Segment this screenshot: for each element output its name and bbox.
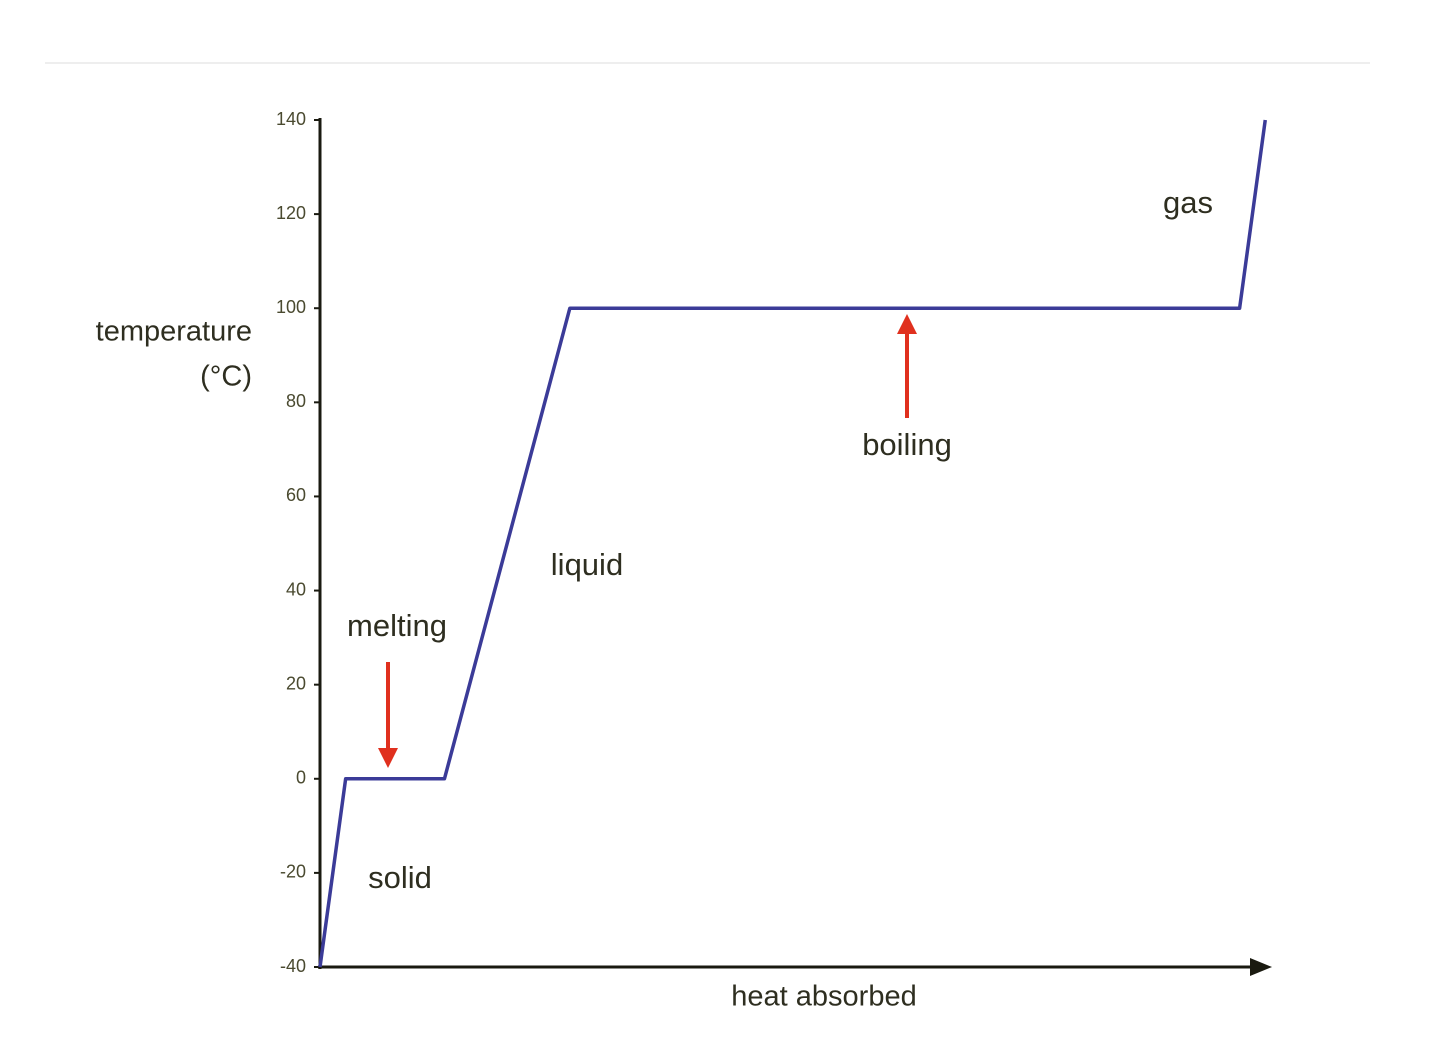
y-tick-label: 20 [286, 673, 306, 693]
annotation: liquid [551, 547, 623, 582]
y-tick-label: -40 [280, 956, 306, 976]
y-tick-label: -20 [280, 862, 306, 882]
x-axis-arrow [1250, 958, 1272, 976]
annotation: solid [368, 860, 432, 895]
melting-arrowhead [378, 748, 398, 768]
boiling-arrowhead [897, 314, 917, 334]
annotation: gas [1163, 185, 1213, 220]
y-axis-label: (°C) [200, 361, 252, 393]
y-axis-label: temperature [96, 316, 252, 348]
annotation: melting [347, 608, 447, 643]
annotation: boiling [862, 427, 952, 462]
y-tick-label: 100 [276, 297, 306, 317]
y-tick-label: 140 [276, 109, 306, 129]
y-tick-label: 40 [286, 579, 306, 599]
y-tick-label: 60 [286, 485, 306, 505]
y-tick-label: 80 [286, 391, 306, 411]
heating-curve [318, 119, 1267, 968]
y-tick-label: 120 [276, 203, 306, 223]
x-axis-label: heat absorbed [731, 981, 916, 1013]
y-tick-label: 0 [296, 768, 306, 788]
